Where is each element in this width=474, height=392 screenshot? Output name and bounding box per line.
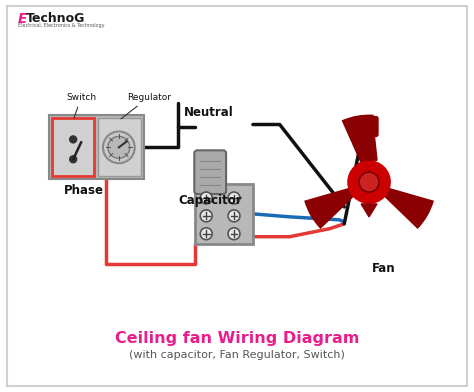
Wedge shape — [304, 182, 369, 229]
Circle shape — [70, 136, 77, 143]
Text: Regulator: Regulator — [121, 93, 171, 119]
Circle shape — [103, 131, 135, 163]
Circle shape — [70, 156, 77, 163]
FancyBboxPatch shape — [98, 118, 141, 176]
Polygon shape — [361, 204, 377, 217]
FancyBboxPatch shape — [194, 150, 226, 194]
Circle shape — [228, 210, 240, 222]
Circle shape — [108, 136, 130, 158]
Circle shape — [200, 228, 212, 240]
Circle shape — [347, 160, 391, 204]
Text: Neutral: Neutral — [183, 106, 233, 119]
Circle shape — [228, 228, 240, 240]
Polygon shape — [361, 132, 377, 160]
Text: Switch: Switch — [66, 93, 96, 118]
Wedge shape — [369, 182, 434, 229]
Wedge shape — [342, 114, 374, 182]
FancyBboxPatch shape — [52, 118, 94, 176]
FancyBboxPatch shape — [49, 114, 144, 179]
FancyBboxPatch shape — [7, 6, 467, 386]
Text: Capacitor: Capacitor — [178, 194, 242, 207]
Circle shape — [228, 192, 240, 204]
Text: E: E — [18, 12, 27, 26]
Circle shape — [200, 210, 212, 222]
Circle shape — [200, 192, 212, 204]
Text: (with capacitor, Fan Regulator, Switch): (with capacitor, Fan Regulator, Switch) — [129, 350, 345, 360]
Text: Fan: Fan — [372, 261, 396, 274]
Text: Ceiling fan Wiring Diagram: Ceiling fan Wiring Diagram — [115, 332, 359, 347]
Circle shape — [359, 172, 379, 192]
FancyBboxPatch shape — [195, 184, 253, 244]
Text: Electrical, Electronics & Technology: Electrical, Electronics & Technology — [18, 23, 104, 28]
Text: Phase: Phase — [64, 184, 104, 197]
Text: TechnoG: TechnoG — [26, 12, 85, 25]
FancyBboxPatch shape — [360, 116, 378, 136]
